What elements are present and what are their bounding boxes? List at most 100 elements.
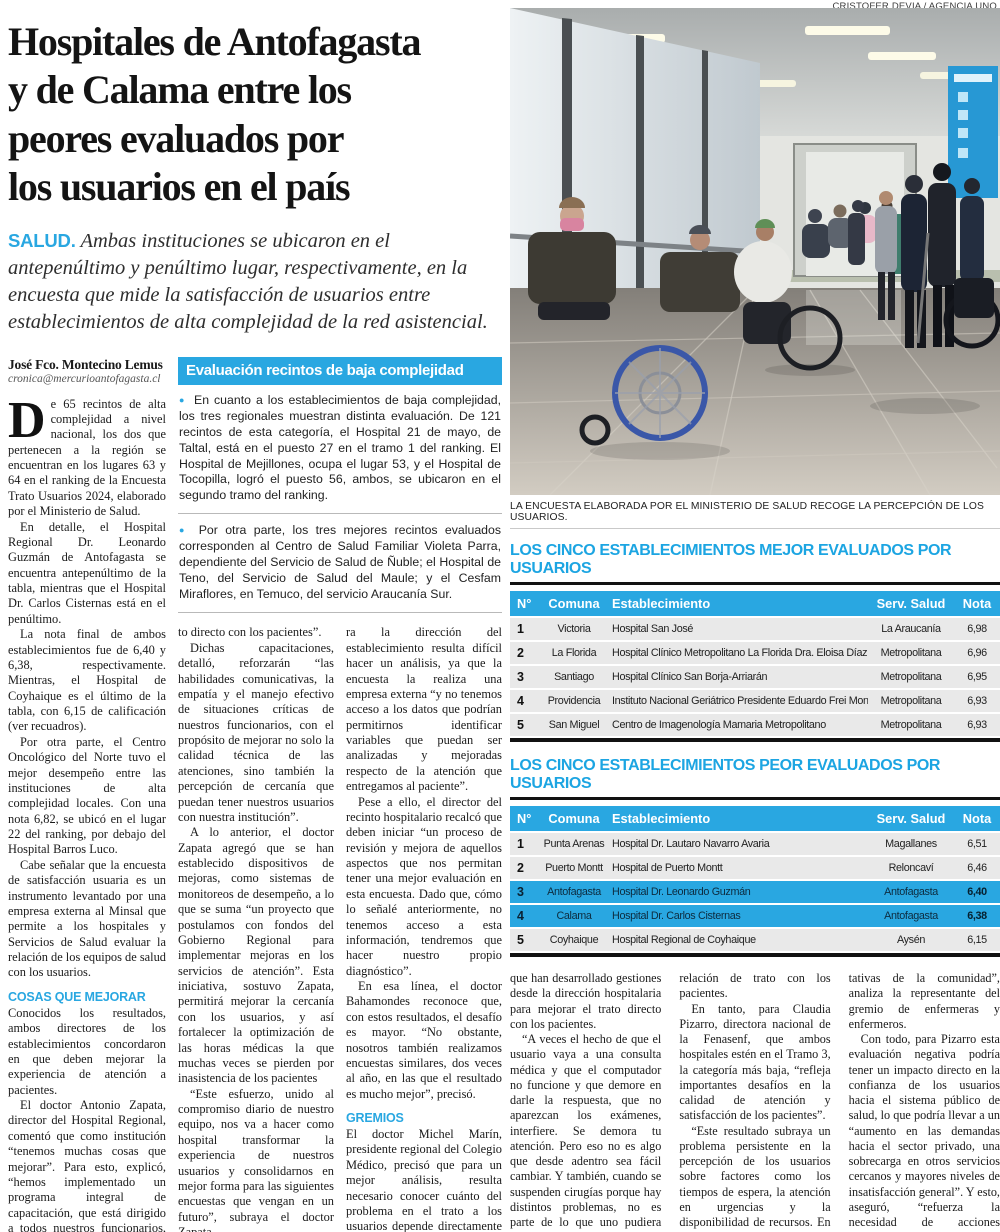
table-cell: 6,15 <box>967 934 987 946</box>
headline-line: Hospitales de Antofagasta <box>8 19 421 64</box>
article-paragraph: ra la dirección del establecimiento resu… <box>346 625 502 794</box>
table-header-row: N° Comuna Establecimiento Serv. Salud Nota <box>510 806 1000 831</box>
table-cell: 1 <box>517 622 524 636</box>
table-row: 5 Coyhaique Hospital Regional de Coyhaique… <box>510 929 1000 951</box>
bottom-column-2: relación de trato con los pacientes. En t… <box>679 971 830 1232</box>
table-cell: Providencia <box>547 695 601 707</box>
table-cell: 6,93 <box>967 719 987 731</box>
table-cell: Antofagasta <box>547 886 601 898</box>
article-column-3: ra la dirección del establecimiento resu… <box>346 625 502 1232</box>
table-cell: San Miguel <box>548 719 600 731</box>
infobox-title: Evaluación recintos de baja complejidad <box>178 356 502 385</box>
byline-email: cronica@mercurioantofagasta.cl <box>8 372 161 385</box>
table-row: 1 Punta Arenas Hospital Dr. Lautaro Navarr… <box>510 833 1000 855</box>
hospital-photo <box>510 8 1000 495</box>
table-row: 3 Santiago Hospital Clínico San Borja-Arri… <box>510 666 1000 688</box>
table-cell: 1 <box>517 837 524 851</box>
article-paragraph: relación de trato con los pacientes. <box>679 971 831 1001</box>
table-cell: Hospital Dr. Carlos Cisternas <box>612 910 741 922</box>
byline: José Fco. Montecino Lemus cronica@mercur… <box>8 357 166 385</box>
bottom-column-1: que han desarrollado gestiones desde la … <box>510 971 661 1232</box>
table-row: 1 Victoria Hospital San José La Araucanía 6,… <box>510 618 1000 640</box>
table-cell: 3 <box>517 670 524 684</box>
headline-line: los usuarios en el país <box>8 164 351 210</box>
table-cell: 6,51 <box>967 838 987 850</box>
table-cell: Hospital Dr. Leonardo Guzmán <box>612 886 751 898</box>
table-cell: Hospital de Puerto Montt <box>612 862 723 874</box>
table-cell: Metropolitana <box>880 719 942 731</box>
article-paragraph: que han desarrollado gestiones desde la … <box>510 971 662 1031</box>
divider <box>178 612 502 614</box>
table-cell: 6,95 <box>967 671 987 683</box>
article-paragraph: Cabe señalar que la encuesta de satisfac… <box>8 857 166 980</box>
table-cell: 5 <box>517 718 524 732</box>
table-cell: 4 <box>517 694 524 708</box>
photo-illustration <box>510 8 1000 495</box>
headline-line: y de Calama entre los <box>8 67 352 113</box>
column-subhead: GREMIOS <box>346 1111 404 1125</box>
table-cell: Hospital San José <box>612 623 694 635</box>
infobox-item: ● Por otra parte, los tres mejores recin… <box>179 523 501 602</box>
table-title: LOS CINCO ESTABLECIMIENTOS PEOR EVALUADO… <box>510 756 1000 800</box>
bottom-column-3: tativas de la comunidad”, analiza la rep… <box>849 971 1000 1232</box>
table-cell: 5 <box>517 933 524 947</box>
table-cell: 6,93 <box>967 695 987 707</box>
article-column-2: to directo con los pacientes”. Dichas cap… <box>178 625 334 1232</box>
infobox-item: ● En cuanto a los establecimientos de ba… <box>179 392 501 503</box>
table-cell: Establecimiento <box>612 596 711 611</box>
table-cell: 6,98 <box>967 623 987 635</box>
table-cell: 6,46 <box>967 862 987 874</box>
table-cell: Comuna <box>548 811 600 826</box>
table-cell: Calama <box>556 910 592 922</box>
table-cell: Hospital Clínico San Borja-Arriarán <box>612 671 768 683</box>
article-paragraph: La nota final de ambos establecimientos … <box>8 627 166 734</box>
table-cell: 2 <box>517 646 524 660</box>
subhead: SALUD. Ambas instituciones se ubicaron e… <box>8 228 502 337</box>
table-row: 3 Antofagasta Hospital Dr. Leonardo Guzmán… <box>510 881 1000 903</box>
article-paragraph: En tanto, para Claudia Pizarro, director… <box>679 1001 831 1123</box>
table-worst-evaluated: LOS CINCO ESTABLECIMIENTOS PEOR EVALUADO… <box>510 756 1000 957</box>
right-section: LA ENCUESTA ELABORADA POR EL MINISTERIO … <box>510 8 1000 1232</box>
table-cell: Metropolitana <box>880 647 942 659</box>
table-cell: 4 <box>517 909 524 923</box>
article-column-1: José Fco. Montecino Lemus cronica@mercur… <box>8 357 166 1232</box>
table-cell: 2 <box>517 861 524 875</box>
table-cell: Aysén <box>896 934 926 946</box>
divider <box>178 513 502 515</box>
table-cell: Metropolitana <box>880 695 942 707</box>
table-cell: 3 <box>517 885 524 899</box>
table-title: LOS CINCO ESTABLECIMIENTOS MEJOR EVALUAD… <box>510 541 1000 585</box>
table-cell: Centro de Imagenología Mamaria Metropoli… <box>612 719 826 731</box>
table-cell: Nota <box>962 596 992 611</box>
article-paragraph: En esa línea, el doctor Bahamondes recon… <box>346 979 502 1101</box>
bottom-text-section: que han desarrollado gestiones desde la … <box>510 971 1000 1232</box>
table-cell: Comuna <box>548 596 600 611</box>
column-subhead: COSAS QUE MEJORAR <box>8 989 146 1004</box>
table-cell: 6,40 <box>967 886 987 898</box>
table-cell: Hospital Dr. Lautaro Navarro Avaria <box>612 838 770 850</box>
table-cell: Hospital Regional de Coyhaique <box>612 934 756 946</box>
table-cell: Nota <box>962 811 992 826</box>
infobox: Evaluación recintos de baja complejidad … <box>178 356 502 614</box>
article-paragraph: “A veces el hecho de que el usuario vaya… <box>510 1032 662 1232</box>
table-cell: Coyhaique <box>549 934 599 946</box>
table-row: 5 San Miguel Centro de Imagenología Mamari… <box>510 714 1000 736</box>
table-row: 4 Providencia Instituto Nacional Geriátric… <box>510 690 1000 712</box>
article-paragraph: “Este resultado subraya un problema pers… <box>679 1123 831 1232</box>
table-cell: 6,96 <box>967 647 987 659</box>
table-cell: 6,38 <box>967 910 987 922</box>
table-cell: Serv. Salud <box>876 811 946 826</box>
table-row: 2 Puerto Montt Hospital de Puerto Montt Rel… <box>510 857 1000 879</box>
table-cell: La Florida <box>551 647 597 659</box>
table-row: 2 La Florida Hospital Clínico Metropolitan… <box>510 642 1000 664</box>
table-best-evaluated: LOS CINCO ESTABLECIMIENTOS MEJOR EVALUAD… <box>510 541 1000 742</box>
table-cell: Santiago <box>554 671 594 683</box>
table-header-row: N° Comuna Establecimiento Serv. Salud Nota <box>510 591 1000 616</box>
article-paragraph: Por otra parte, el Centro Oncológico del… <box>8 734 166 857</box>
headline: Hospitales de Antofagasta y de Calama ent… <box>8 18 502 212</box>
table-cell: La Araucanía <box>881 623 941 635</box>
article-paragraph: El doctor Antonio Zapata, director del H… <box>8 1098 166 1232</box>
table-row: 4 Calama Hospital Dr. Carlos Cisternas Anto… <box>510 905 1000 927</box>
table-cell: Magallanes <box>885 838 937 850</box>
